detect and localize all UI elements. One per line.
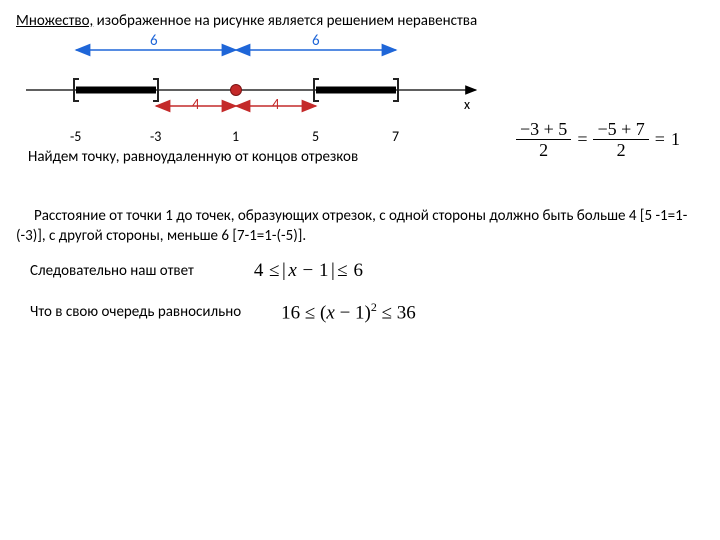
tick-p1: 1 <box>232 128 239 145</box>
tick-p5: 5 <box>312 128 319 145</box>
title-underlined: Множество, <box>16 12 93 30</box>
equiv-label: Что в свою очередь равносильно <box>30 303 241 321</box>
frac2-num: −5 + 7 <box>593 120 648 141</box>
midpoint-caption: Найдем точку, равноудаленную от концов о… <box>28 148 358 166</box>
equiv-formula: 16 ≤ (x − 1)2 ≤ 36 <box>281 300 416 324</box>
tick-m5: -5 <box>70 128 81 145</box>
answer-formula: 4 ≤|x − 1|≤ 6 <box>254 260 364 282</box>
explanation-text: Расстояние от точки 1 до точек, образующ… <box>16 206 704 247</box>
frac1-num: −3 + 5 <box>516 120 571 141</box>
title: Множество, изображенное на рисунке являе… <box>16 12 704 32</box>
red-distance-right: 4 <box>272 96 280 114</box>
title-rest: изображенное на рисунке является решение… <box>93 12 477 30</box>
axis-label-x: х <box>464 96 470 113</box>
answer-label: Следовательно наш ответ <box>30 262 194 280</box>
eq1: = <box>577 129 587 150</box>
eq2: = <box>655 129 665 150</box>
tick-p7: 7 <box>392 128 399 145</box>
tick-m3: -3 <box>150 128 161 145</box>
frac1-den: 2 <box>516 140 571 160</box>
frac2-den: 2 <box>593 140 648 160</box>
number-line-diagram: 6 6 4 4 х -5 -3 1 5 7 <box>16 36 536 166</box>
mid-result: 1 <box>671 129 680 150</box>
blue-distance-right: 6 <box>312 32 320 50</box>
blue-distance-left: 6 <box>150 32 158 50</box>
red-distance-left: 4 <box>192 96 200 114</box>
midpoint-formula: −3 + 5 2 = −5 + 7 2 = 1 <box>516 120 680 161</box>
